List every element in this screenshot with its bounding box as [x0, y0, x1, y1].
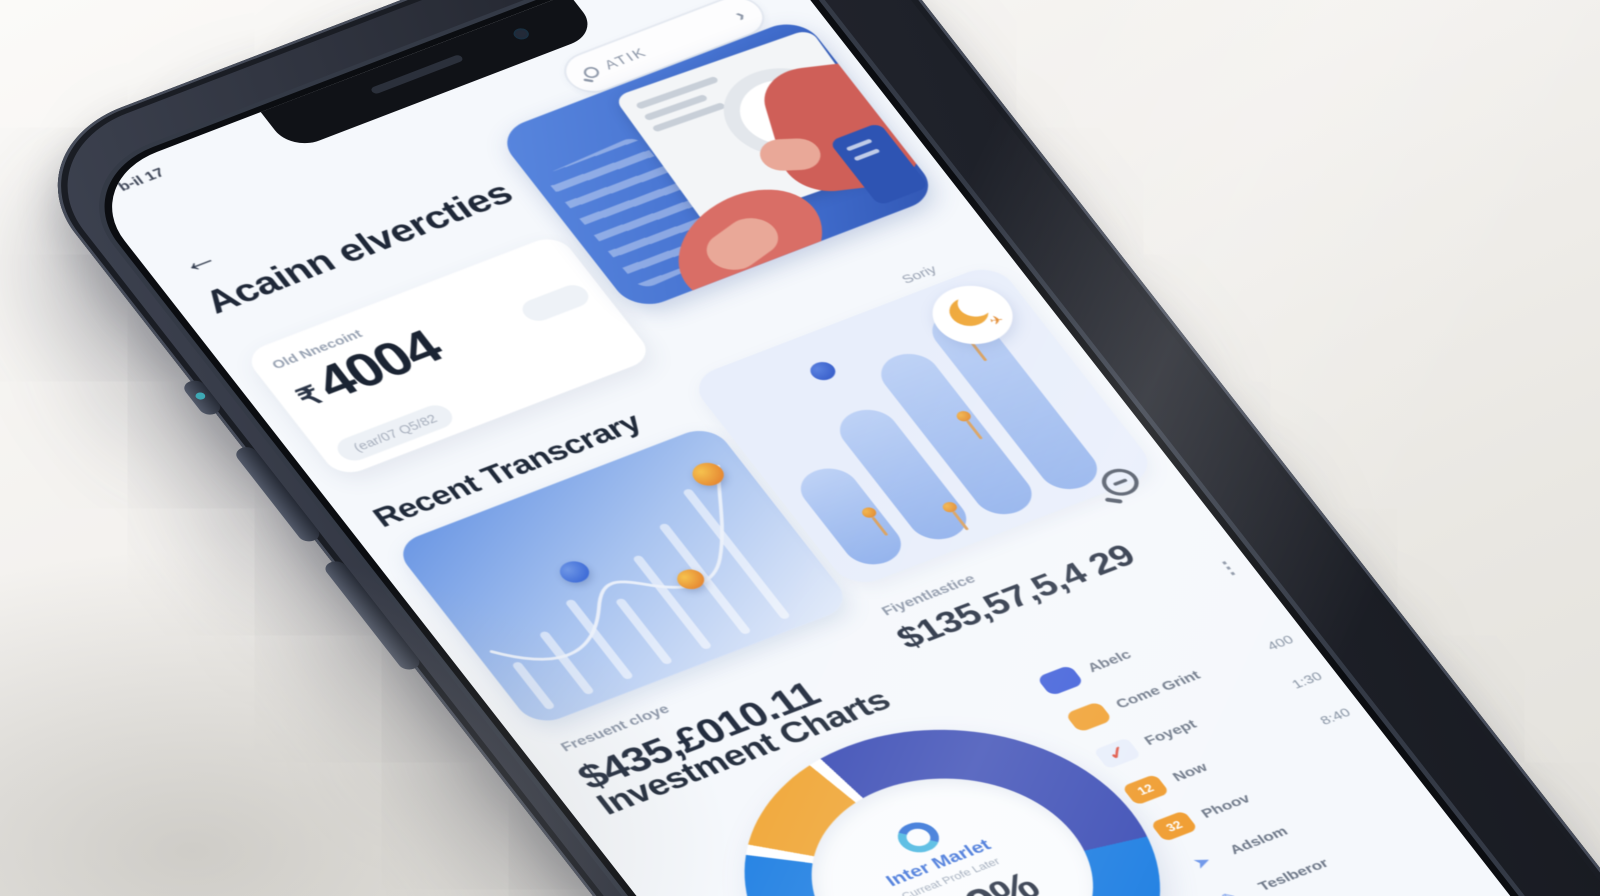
speaker-grille [369, 54, 465, 95]
front-camera [510, 26, 532, 42]
legend-swatch-blue [1036, 664, 1085, 697]
phone-body: b-il 17 ATIK › ← Acainn elvercties [10, 0, 1600, 896]
badge-32-icon: 32 [1150, 810, 1199, 843]
check-icon: ✓ [1093, 737, 1142, 770]
phone: b-il 17 ATIK › ← Acainn elvercties [10, 0, 1600, 896]
brand-logo-icon [890, 816, 947, 858]
chevron-right-icon: › [729, 4, 751, 26]
donut-center: Inter Marlet Curreat Profe Later 15,9% G… [759, 743, 1145, 896]
pencil-icon: ✎ [1207, 883, 1255, 896]
crescent-moon-icon [942, 292, 996, 331]
mute-switch-button[interactable] [180, 377, 225, 418]
search-icon [581, 65, 602, 80]
app-content: b-il 17 ATIK › ← Acainn elvercties [79, 0, 1600, 896]
legend-swatch-orange [1064, 701, 1114, 733]
account-balance: 4004 [303, 320, 453, 410]
activity-corner-label: Soriy [898, 262, 941, 287]
more-icon[interactable]: ⋮ [1211, 554, 1247, 581]
back-button[interactable]: ← [169, 238, 226, 281]
trend-line [489, 464, 724, 661]
data-point-blue [805, 358, 840, 384]
send-icon: ➤ [1189, 852, 1216, 873]
travel-badge[interactable]: ✈ [917, 275, 1028, 355]
phone-screen: b-il 17 ATIK › ← Acainn elvercties [78, 0, 1600, 896]
status-time: b-il 17 [115, 165, 168, 195]
line-chart-card[interactable] [392, 423, 854, 729]
badge-12-icon: 12 [1121, 773, 1170, 806]
account-subtext: (ear/07 Q5/82 [331, 401, 459, 465]
plane-icon: ✈ [988, 313, 1006, 328]
